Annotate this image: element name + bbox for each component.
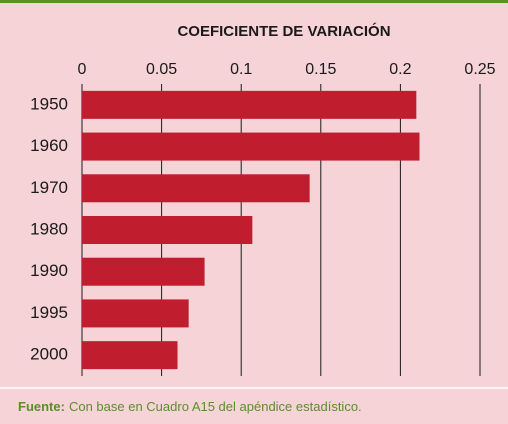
y-tick-label: 1990 (30, 261, 68, 280)
y-tick-label: 1950 (30, 94, 68, 113)
bar (82, 132, 420, 161)
bar (82, 216, 253, 244)
y-tick-label: 1995 (30, 303, 68, 322)
bar (82, 299, 189, 328)
x-tick-label: 0.25 (464, 61, 495, 78)
bar (82, 341, 178, 370)
x-tick-label: 0.05 (146, 61, 177, 78)
bar (82, 90, 417, 119)
top-border (0, 0, 508, 3)
bar (82, 174, 310, 203)
x-tick-label: 0.15 (305, 61, 336, 78)
y-tick-label: 1960 (30, 136, 68, 155)
chart-title: COEFICIENTE DE VARIACIÓN (177, 22, 390, 40)
y-tick-label: 1980 (30, 219, 68, 238)
y-tick-label: 2000 (30, 345, 68, 364)
bar (82, 257, 205, 286)
x-tick-label: 0 (78, 61, 87, 78)
y-tick-label: 1970 (30, 178, 68, 197)
x-tick-label: 0.2 (389, 61, 411, 78)
source-text: Con base en Cuadro A15 del apéndice esta… (69, 399, 362, 414)
x-tick-label: 0.1 (230, 61, 252, 78)
source: Fuente: Con base en Cuadro A15 del apéndi… (18, 399, 362, 414)
source-label: Fuente: (18, 399, 65, 414)
